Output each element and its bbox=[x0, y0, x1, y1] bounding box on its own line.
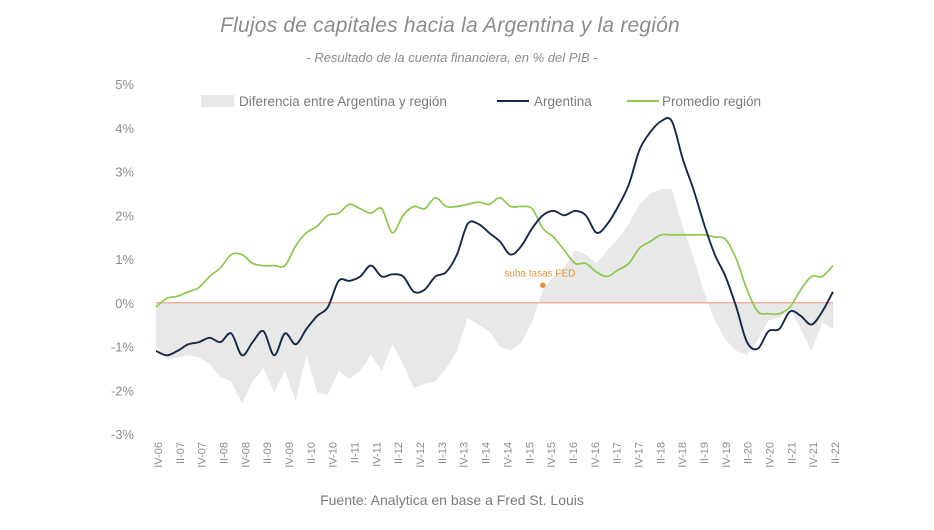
x-tick-label: II-09 bbox=[262, 442, 274, 464]
y-tick-label: 1% bbox=[115, 252, 134, 267]
x-tick-label: II-08 bbox=[219, 442, 231, 464]
x-tick-label: II-12 bbox=[393, 442, 405, 464]
x-tick-label: II-22 bbox=[830, 442, 842, 464]
x-tick-label: II-07 bbox=[175, 442, 187, 464]
x-tick-label: II-17 bbox=[612, 442, 624, 464]
x-tick-label: IV-21 bbox=[808, 442, 820, 468]
chart-source: Fuente: Analytica en base a Fred St. Lou… bbox=[320, 492, 584, 508]
y-tick-label: 2% bbox=[115, 208, 134, 223]
x-tick-label: IV-13 bbox=[459, 442, 471, 468]
series-lines-layer bbox=[155, 117, 834, 357]
y-tick-label: 3% bbox=[115, 165, 134, 180]
annotation-layer: suba tasas FED bbox=[504, 268, 575, 289]
legend-label-region: Promedio región bbox=[662, 94, 761, 109]
chart-subtitle: - Resultado de la cuenta financiera, en … bbox=[306, 50, 598, 65]
series-line-argentina bbox=[155, 117, 834, 357]
x-tick-label: II-16 bbox=[568, 442, 580, 464]
annotation-marker bbox=[540, 282, 546, 289]
x-tick-label: IV-12 bbox=[415, 442, 427, 468]
y-tick-label: -2% bbox=[111, 383, 135, 398]
x-tick-label: IV-11 bbox=[371, 442, 383, 467]
x-tick-label: IV-08 bbox=[240, 442, 252, 468]
x-axis: IV-06 II-07 IV-07 II-08 IV-08 II-09 IV-09 II-10… bbox=[153, 442, 842, 468]
y-tick-label: 4% bbox=[115, 121, 134, 136]
annotation-label: suba tasas FED bbox=[504, 268, 575, 279]
legend-label-difference: Diferencia entre Argentina y región bbox=[239, 94, 447, 109]
x-tick-label: IV-15 bbox=[546, 442, 558, 468]
x-tick-label: II-19 bbox=[699, 442, 711, 464]
x-tick-label: II-21 bbox=[786, 442, 798, 464]
y-tick-label: -3% bbox=[111, 427, 135, 442]
x-tick-label: IV-19 bbox=[721, 442, 733, 468]
difference-area-layer bbox=[156, 189, 833, 404]
chart-title: Flujos de capitales hacia la Argentina y… bbox=[220, 14, 680, 37]
x-tick-label: IV-18 bbox=[677, 442, 689, 468]
x-tick-label: II-20 bbox=[743, 442, 755, 464]
x-tick-label: IV-17 bbox=[633, 442, 645, 468]
x-tick-label: IV-20 bbox=[764, 442, 776, 468]
x-tick-label: IV-07 bbox=[197, 442, 209, 468]
legend-swatch-difference bbox=[201, 95, 234, 107]
series-line-promedio-regi-n bbox=[155, 196, 834, 316]
x-tick-label: II-11 bbox=[350, 442, 362, 463]
x-tick-label: IV-16 bbox=[590, 442, 602, 468]
y-tick-label: 5% bbox=[115, 77, 134, 92]
x-tick-label: II-14 bbox=[481, 442, 493, 464]
legend-label-argentina: Argentina bbox=[534, 94, 592, 109]
x-tick-label: II-18 bbox=[655, 442, 667, 464]
x-tick-label: IV-09 bbox=[284, 442, 296, 468]
y-axis: -3% -2% -1% 0% 1% 2% 3% 4% 5% bbox=[111, 77, 135, 442]
x-tick-label: IV-10 bbox=[328, 442, 340, 468]
x-tick-label: II-15 bbox=[524, 442, 536, 464]
x-tick-label: IV-14 bbox=[502, 442, 514, 468]
legend: Diferencia entre Argentina y región Argen… bbox=[201, 94, 761, 109]
difference-area bbox=[156, 189, 833, 404]
y-tick-label: -1% bbox=[111, 340, 135, 355]
y-tick-label: 0% bbox=[115, 296, 134, 311]
x-tick-label: IV-06 bbox=[153, 442, 165, 468]
x-tick-label: II-13 bbox=[437, 442, 449, 464]
x-tick-label: II-10 bbox=[306, 442, 318, 464]
